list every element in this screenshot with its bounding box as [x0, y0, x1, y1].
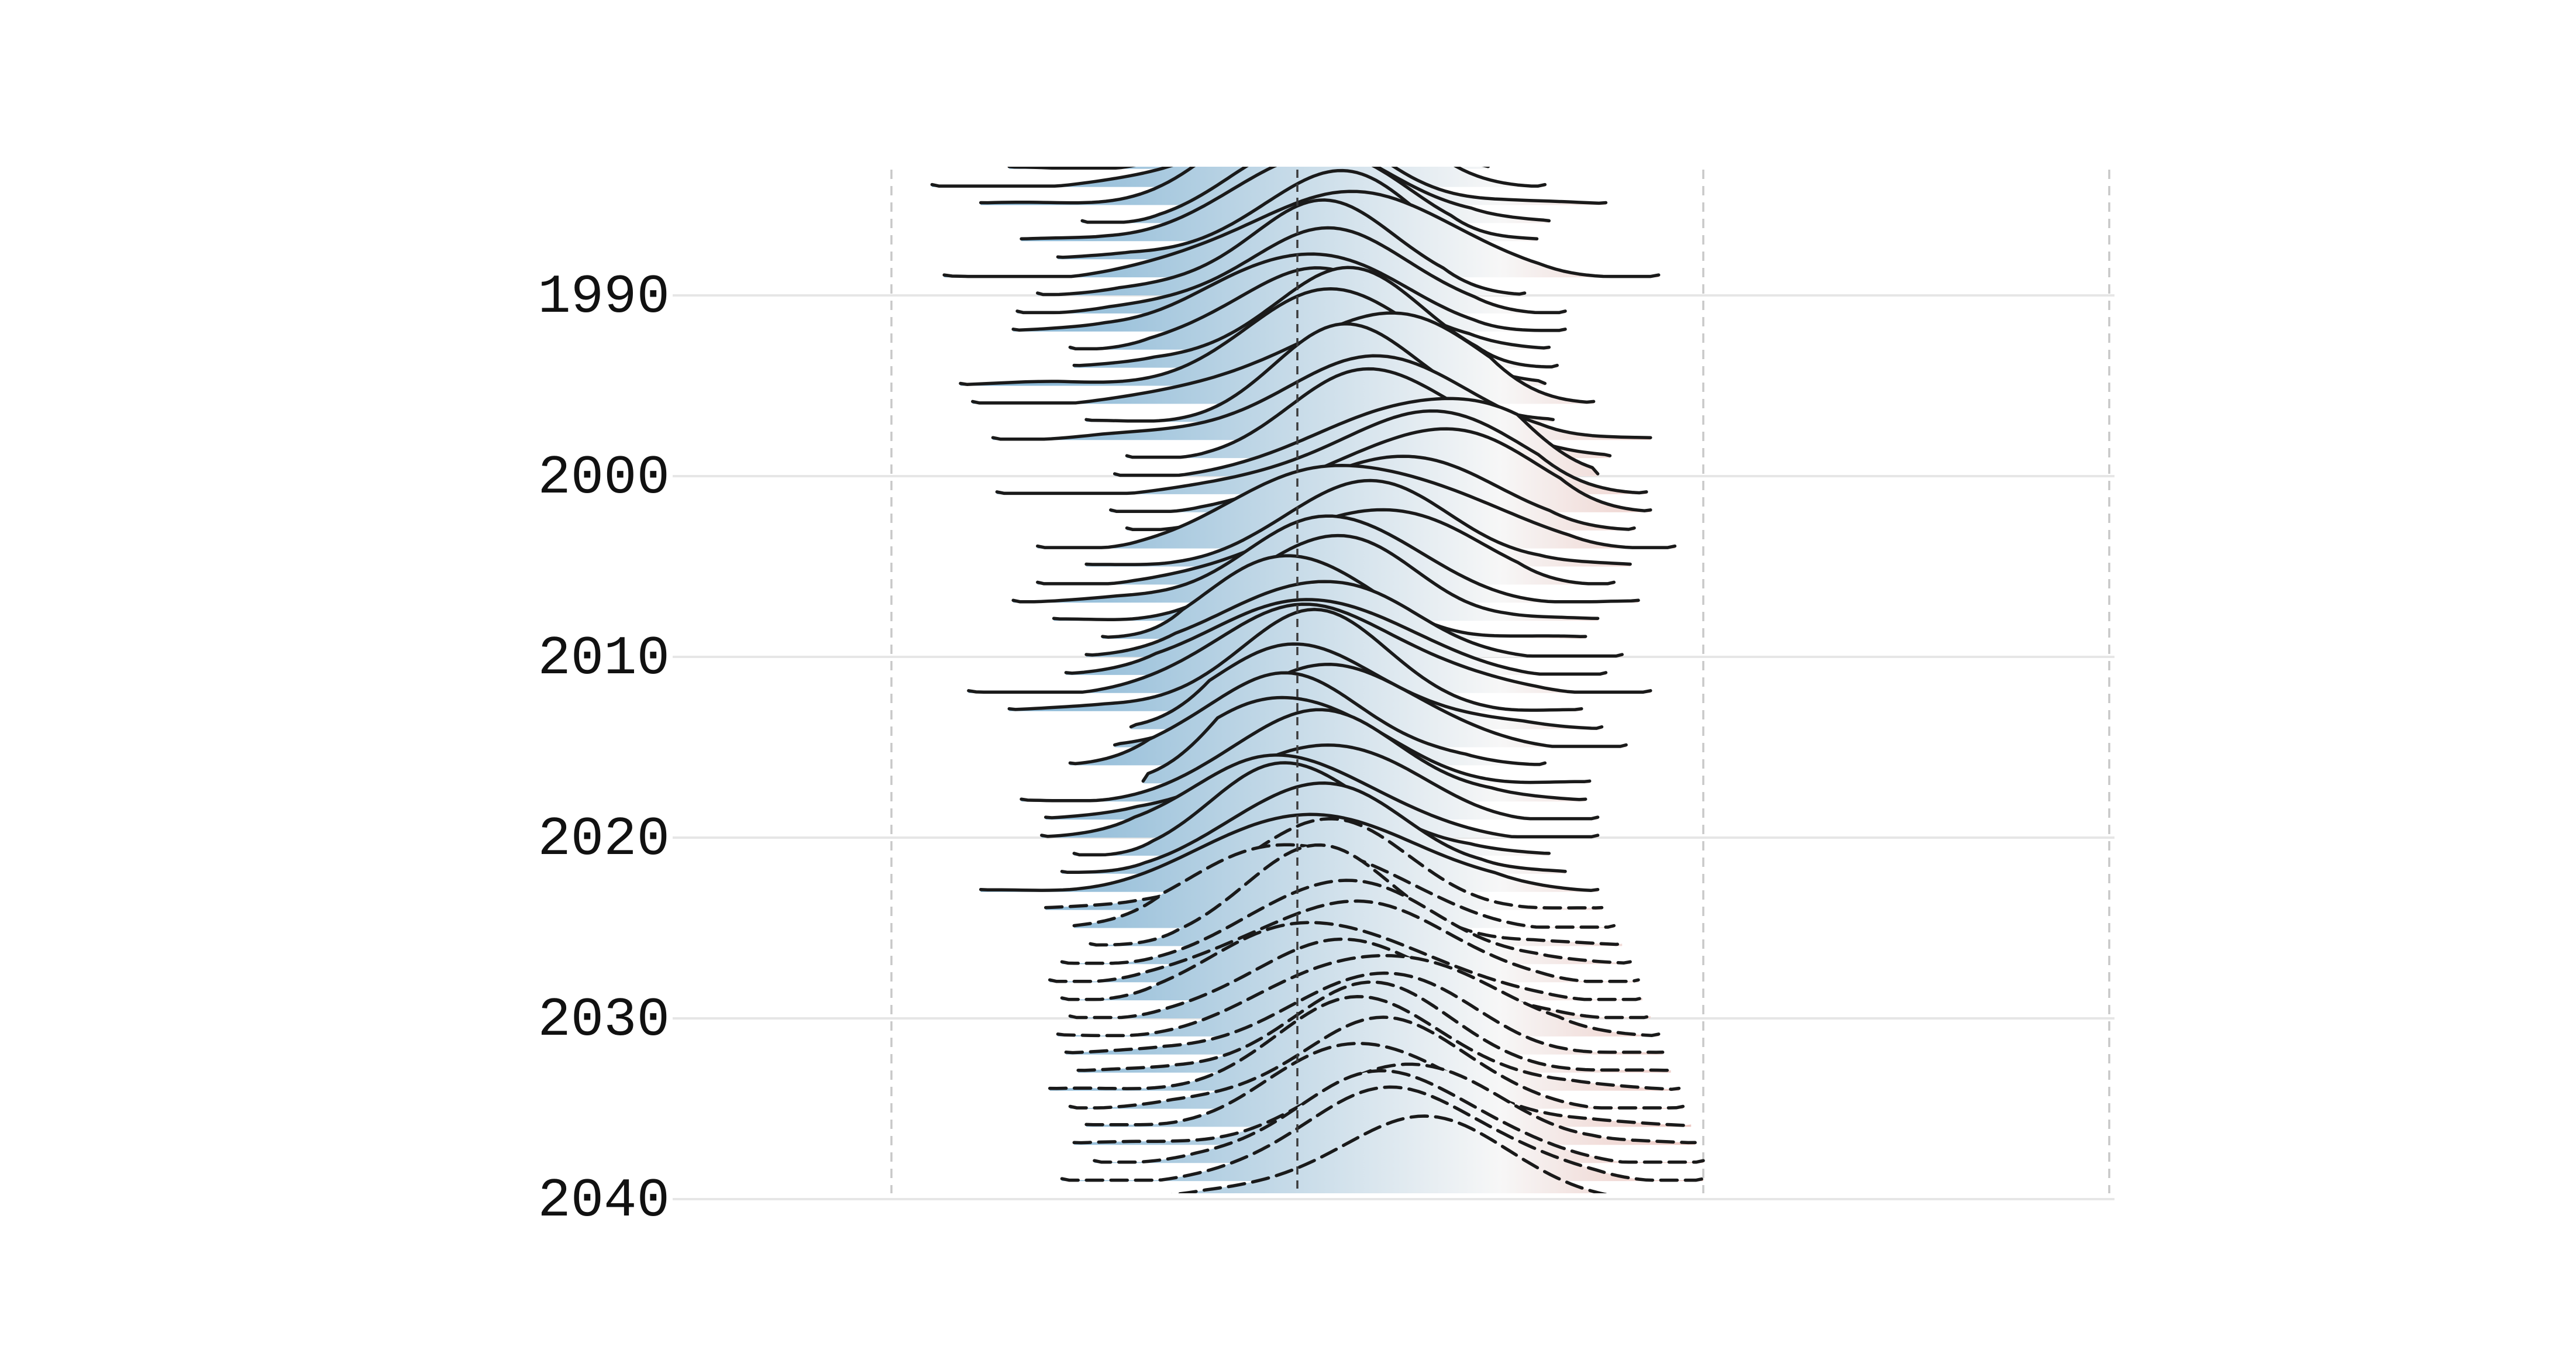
ridge-line-2010	[1084, 580, 1624, 658]
ridge-line-1993	[1068, 266, 1551, 350]
ridge-line-1987	[1020, 167, 1539, 241]
ridge-line-2025	[1072, 843, 1616, 929]
ridge-line-2037	[1072, 1062, 1697, 1145]
ridge-line-2035	[1068, 1015, 1685, 1110]
ridge-line-2028	[1048, 899, 1640, 983]
ridge-line-2027	[1060, 879, 1632, 965]
ridge-2040	[1170, 1114, 1608, 1193]
ridge-fill-2040	[1184, 1116, 1601, 1193]
ridge-line-2021	[1072, 761, 1551, 857]
ridge-line-2030	[1068, 937, 1652, 1020]
ridge-line-2018	[1020, 708, 1587, 803]
ridge-line-2022	[1060, 781, 1567, 874]
ridge-line-2031	[1056, 953, 1661, 1038]
ridge-line-2029	[1060, 921, 1644, 1001]
ridge-line-2019	[1044, 743, 1600, 821]
ridge-line-2005	[1084, 478, 1632, 566]
ridge-line-2001	[995, 409, 1648, 495]
year-label-2020: 2020	[538, 809, 670, 871]
ridge-line-1991	[1015, 226, 1567, 315]
ridge-line-2000	[1113, 397, 1600, 477]
ridge-line-2039	[1060, 1085, 1705, 1182]
ridge-line-2040	[1170, 1114, 1608, 1193]
ridge-line-1990	[1036, 198, 1527, 297]
ridge-line-2011	[1064, 598, 1608, 676]
ridge-line-2009	[1101, 554, 1587, 639]
ridge-line-1985	[979, 167, 1608, 205]
ridge-line-1986	[1080, 167, 1551, 224]
year-label-2040: 2040	[538, 1170, 670, 1232]
ridge-line-1998	[991, 354, 1652, 441]
year-axis-labels: 1990 2000 2010 2020 2030 2040	[538, 267, 670, 1232]
ridge-line-2012	[967, 602, 1652, 694]
ridge-line-2023	[979, 812, 1600, 893]
vertical-reference-lines	[890, 170, 2110, 1193]
ridge-line-2036	[1084, 1042, 1693, 1127]
ridge-line-2016	[1068, 671, 1547, 766]
ridge-line-2013	[1007, 608, 1583, 712]
ridge-line-2034	[1048, 994, 1681, 1091]
ridge-line-1992	[1011, 252, 1567, 332]
year-label-2000: 2000	[538, 447, 670, 509]
ridge-fill-1983	[1009, 167, 1489, 169]
ridge-line-2002	[1109, 427, 1652, 514]
ridge-line-1984	[930, 167, 1547, 188]
ridge-line-2033	[1076, 980, 1673, 1072]
ridge-line-2020	[1040, 753, 1600, 839]
ridge-line-2014	[1129, 642, 1604, 730]
year-label-2010: 2010	[538, 628, 670, 690]
ridge-line-2026	[1089, 843, 1624, 947]
ridge-line-2038	[1093, 1069, 1705, 1164]
ridge-line-2024	[1044, 817, 1604, 910]
ridge-line-2007	[1011, 514, 1640, 604]
ridge-line-2032	[1064, 971, 1665, 1055]
ridge-line-1983	[1007, 167, 1490, 170]
ridge-line-1989	[942, 190, 1661, 278]
ridge-line-2008	[1052, 533, 1600, 621]
ridges	[930, 167, 1705, 1193]
year-label-1990: 1990	[538, 267, 670, 329]
ridge-line-1996	[971, 311, 1596, 405]
ridge-line-2004	[1036, 463, 1677, 549]
year-label-2030: 2030	[538, 990, 670, 1052]
ridge-1983	[1007, 167, 1490, 170]
